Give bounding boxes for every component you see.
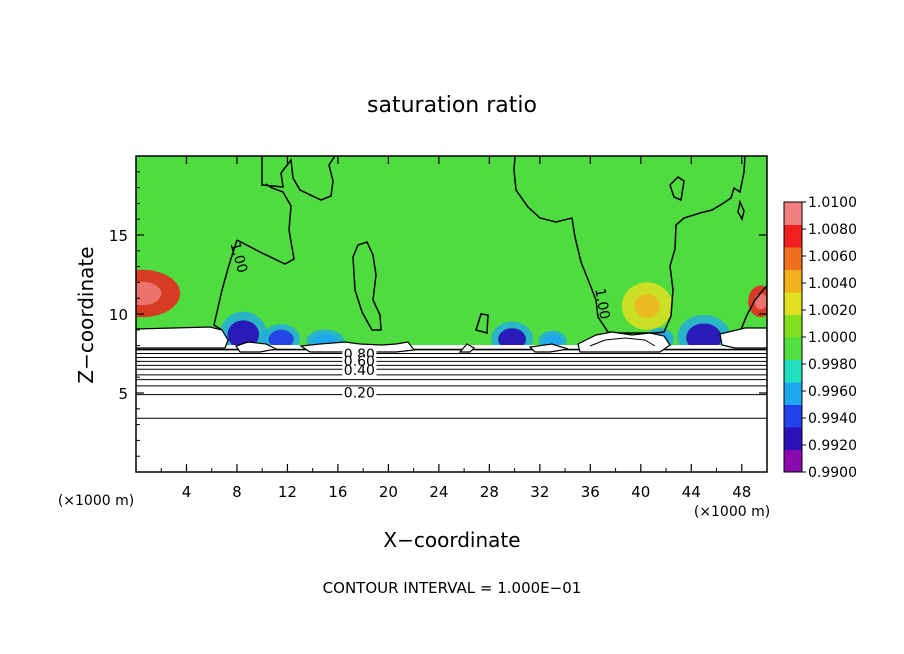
contour-label: 0.20 <box>344 386 375 402</box>
colorbar-swatch <box>784 427 802 450</box>
contour-label-bg <box>342 388 377 401</box>
colorbar-label: 0.9980 <box>808 357 857 373</box>
colorbar-swatch <box>784 224 802 248</box>
x-tick-label: 32 <box>530 483 549 501</box>
colorbar-label: 0.9940 <box>808 411 857 427</box>
cloud-inner-ridge <box>589 337 656 347</box>
colorbar-label: 0.9920 <box>808 438 857 454</box>
cloud-edge-contours <box>136 326 767 353</box>
y-axis-label: Z−coordinate <box>74 246 98 383</box>
x-tick-label: 48 <box>732 483 751 501</box>
contour-label: 0.40 <box>344 363 375 379</box>
x-tick-label: 28 <box>480 483 499 501</box>
colorbar-label: 0.9900 <box>808 465 857 481</box>
x-tick-label: 8 <box>232 483 242 501</box>
x-tick-label: 4 <box>182 483 192 501</box>
y-tick-label: 10 <box>109 306 128 324</box>
colorbar-swatch <box>784 269 802 293</box>
contour-label: 1.00 <box>591 287 612 320</box>
colorbar-swatch <box>784 449 802 473</box>
contour-label: 1.00 <box>227 241 251 275</box>
colorbar-swatch <box>784 292 802 315</box>
x-unit-label-left: (×1000 m) <box>58 493 134 509</box>
contour-labels: 1.001.000.800.600.400.20 <box>227 241 613 402</box>
contour-1-00-right <box>513 156 767 334</box>
cold-pool-0 <box>227 320 260 349</box>
colorbar-label: 1.0060 <box>808 249 857 265</box>
colorbar-label: 1.0100 <box>808 195 857 211</box>
colorbar-label: 1.0040 <box>808 276 857 292</box>
colorbar-swatch <box>784 359 802 383</box>
contour-interval-footer: CONTOUR INTERVAL = 1.000E−01 <box>323 579 582 597</box>
colorbar-label: 1.0080 <box>808 222 857 238</box>
x-tick-label: 36 <box>581 483 600 501</box>
y-tick-label: 5 <box>118 385 128 403</box>
x-tick-label: 40 <box>631 483 650 501</box>
chart-title: saturation ratio <box>367 93 537 118</box>
cold-pool-1 <box>268 329 294 349</box>
stable-layer <box>136 345 767 472</box>
x-tick-label: 44 <box>682 483 701 501</box>
cold-pool-3 <box>498 328 526 351</box>
y-tick-label: 15 <box>109 227 128 245</box>
warm-plume-core-0 <box>136 281 162 306</box>
x-unit-label-right: (×1000 m) <box>694 504 770 520</box>
plot-area <box>136 156 767 472</box>
x-axis-ticks: 4 8 12 16 20 24 28 32 36 40 44 48 <box>160 156 751 501</box>
contour-label-bg <box>342 365 377 378</box>
colorbar-swatch <box>784 202 802 225</box>
colorbar-swatch <box>784 247 802 270</box>
contour-1-00-left <box>213 156 489 334</box>
colorbar-swatch <box>784 404 802 428</box>
colorbar: 1.0100 1.0080 1.0060 1.0040 1.0020 1.0000 0.99… <box>783 195 857 481</box>
colorbar-label: 1.0020 <box>808 303 857 319</box>
x-tick-label: 20 <box>379 483 398 501</box>
cold-pool-5 <box>686 323 722 352</box>
colorbar-label: 1.0000 <box>808 330 857 346</box>
y-axis-ticks: 5 10 15 <box>109 171 767 457</box>
colorbar-label: 0.9960 <box>808 384 857 400</box>
colorbar-swatch <box>784 382 802 405</box>
x-axis-label: X−coordinate <box>383 528 520 552</box>
x-tick-label: 16 <box>328 483 347 501</box>
colorbar-swatch <box>784 337 802 360</box>
colorbar-swatch <box>784 314 802 338</box>
x-tick-label: 12 <box>278 483 297 501</box>
warm-plume-core-1 <box>634 294 660 318</box>
warm-plume-core-2 <box>754 293 767 310</box>
x-tick-label: 24 <box>429 483 448 501</box>
